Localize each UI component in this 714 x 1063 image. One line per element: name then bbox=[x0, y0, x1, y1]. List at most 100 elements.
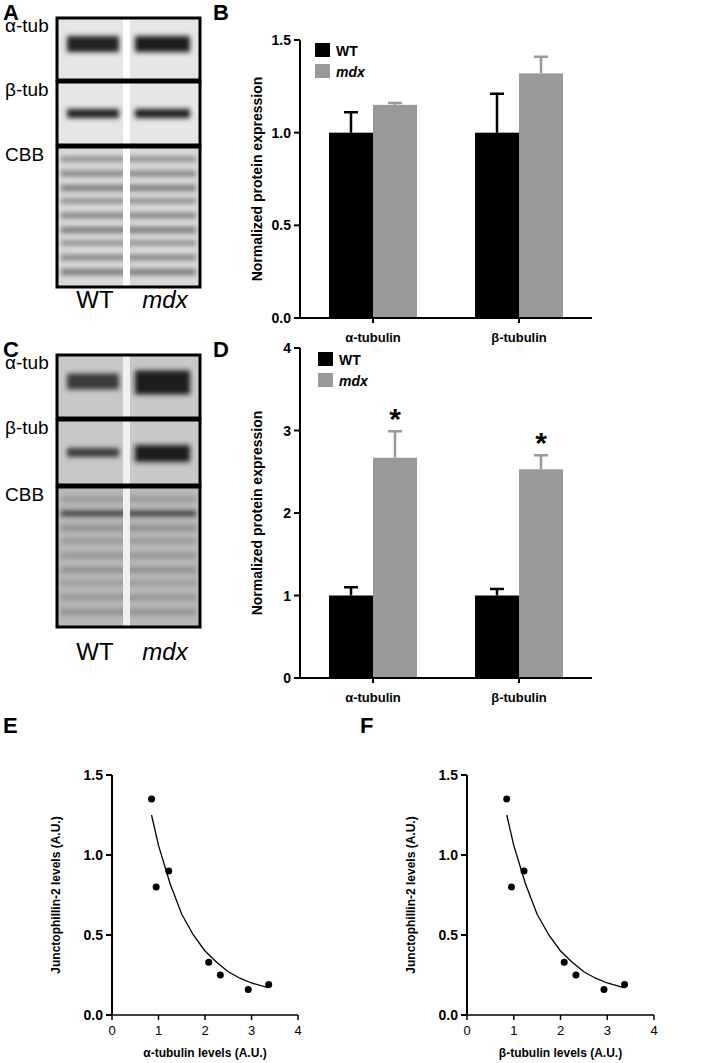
bar bbox=[373, 458, 417, 678]
point bbox=[205, 959, 212, 966]
blot-frame bbox=[57, 82, 200, 145]
blot-frame bbox=[57, 355, 200, 418]
y-tick bbox=[461, 854, 467, 856]
panel-label: B bbox=[213, 0, 229, 25]
lane-gap bbox=[123, 420, 130, 485]
blot-band bbox=[67, 109, 119, 118]
blot-background bbox=[57, 420, 200, 485]
point bbox=[153, 884, 160, 891]
x-tick-label: 1 bbox=[155, 1023, 162, 1038]
x-tick bbox=[158, 1015, 160, 1020]
y-tick-label: 1.5 bbox=[84, 767, 104, 783]
blot-row-label: CBB bbox=[5, 144, 44, 165]
x-tick bbox=[372, 318, 374, 323]
y-tick-label: 0 bbox=[283, 670, 291, 686]
blot-row-label: β-tub bbox=[5, 417, 49, 438]
blot-band bbox=[135, 109, 190, 118]
y-tick-label: 1.0 bbox=[439, 847, 459, 863]
legend-swatch bbox=[318, 373, 333, 387]
lane-label: mdx bbox=[142, 638, 188, 665]
bar bbox=[329, 133, 373, 318]
legend-label: WT bbox=[336, 43, 358, 59]
point bbox=[217, 972, 224, 979]
y-tick-label: 0.5 bbox=[272, 217, 292, 233]
y-tick bbox=[294, 677, 300, 679]
x-tick-label: β-tubulin bbox=[491, 330, 547, 345]
x-tick bbox=[466, 1015, 468, 1020]
figure: ABCDEFα-tubβ-tubCBBWTmdxα-tubβ-tubCBBWTm… bbox=[0, 0, 714, 1063]
y-tick bbox=[294, 595, 300, 597]
blot-band bbox=[135, 36, 190, 52]
blot-panel: α-tub β-tub CBB WT mdx bbox=[5, 352, 200, 665]
blot-background bbox=[57, 82, 200, 145]
panel-label: F bbox=[360, 713, 373, 738]
x-tick bbox=[297, 1015, 299, 1020]
x-axis-label: β-tubulin levels (A.U.) bbox=[499, 1046, 622, 1060]
lane-gap bbox=[123, 82, 130, 145]
lane-gap bbox=[123, 147, 130, 287]
x-tick-label: 2 bbox=[557, 1023, 564, 1038]
lane-label: mdx bbox=[142, 286, 188, 313]
x-tick bbox=[653, 1015, 655, 1020]
point bbox=[503, 796, 510, 803]
blot-background bbox=[57, 355, 200, 418]
bar bbox=[475, 133, 519, 318]
legend-label: WT bbox=[339, 352, 361, 368]
bar bbox=[373, 105, 417, 318]
x-tick-label: α-tubulin bbox=[345, 690, 401, 705]
lane-label: WT bbox=[76, 638, 114, 665]
fit-line bbox=[152, 815, 269, 988]
point bbox=[561, 959, 568, 966]
blot-panel: α-tubβ-tubCBBWTmdx bbox=[5, 15, 200, 313]
plot-area bbox=[503, 796, 628, 993]
x-axis bbox=[300, 677, 592, 679]
x-tick bbox=[251, 1015, 253, 1020]
blot-background bbox=[57, 18, 200, 80]
legend-swatch bbox=[318, 352, 333, 366]
error-bar bbox=[388, 103, 402, 105]
plot-area bbox=[329, 57, 563, 318]
plot-area bbox=[148, 796, 272, 993]
y-tick bbox=[106, 934, 112, 936]
y-tick-label: 0.0 bbox=[272, 310, 292, 326]
y-tick bbox=[294, 132, 300, 134]
lane-gap bbox=[123, 18, 130, 80]
point bbox=[245, 986, 252, 993]
y-axis bbox=[466, 775, 468, 1015]
y-tick-label: 1.0 bbox=[272, 125, 292, 141]
y-tick bbox=[106, 854, 112, 856]
blot-row-label: CBB bbox=[5, 484, 44, 505]
panel-label: E bbox=[3, 713, 18, 738]
annotation: * bbox=[389, 402, 401, 435]
x-tick-label: 4 bbox=[294, 1023, 301, 1038]
y-tick bbox=[294, 430, 300, 432]
error-bar bbox=[534, 57, 548, 74]
y-axis-label: Normalized protein expression bbox=[249, 77, 265, 282]
y-tick bbox=[461, 934, 467, 936]
y-tick bbox=[294, 224, 300, 226]
x-tick-label: β-tubulin bbox=[491, 690, 547, 705]
y-tick-label: 0.0 bbox=[439, 1007, 459, 1023]
x-axis bbox=[300, 317, 592, 319]
blot-band bbox=[67, 448, 119, 457]
chart: 01234Normalized protein expressionα-tubu… bbox=[249, 340, 592, 705]
x-tick-label: 4 bbox=[650, 1023, 657, 1038]
blot-row-label: β-tub bbox=[5, 79, 49, 100]
legend-swatch bbox=[315, 43, 330, 57]
y-tick-label: 1.5 bbox=[272, 32, 292, 48]
x-tick bbox=[204, 1015, 206, 1020]
x-tick bbox=[560, 1015, 562, 1020]
fit-line bbox=[507, 815, 625, 988]
y-tick-label: 4 bbox=[283, 340, 291, 356]
blot-frame bbox=[57, 487, 200, 627]
blot-row-label: α-tub bbox=[5, 352, 49, 373]
x-tick bbox=[518, 318, 520, 323]
chart: 0.00.51.01.5Junctophillin-2 levels (A.U.… bbox=[404, 767, 658, 1060]
bar bbox=[519, 73, 563, 318]
blot-frame bbox=[57, 147, 200, 287]
blot-background bbox=[57, 487, 200, 627]
point bbox=[572, 972, 579, 979]
x-tick-label: α-tubulin bbox=[345, 330, 401, 345]
x-tick-label: 1 bbox=[510, 1023, 517, 1038]
y-tick-label: 1.5 bbox=[439, 767, 459, 783]
